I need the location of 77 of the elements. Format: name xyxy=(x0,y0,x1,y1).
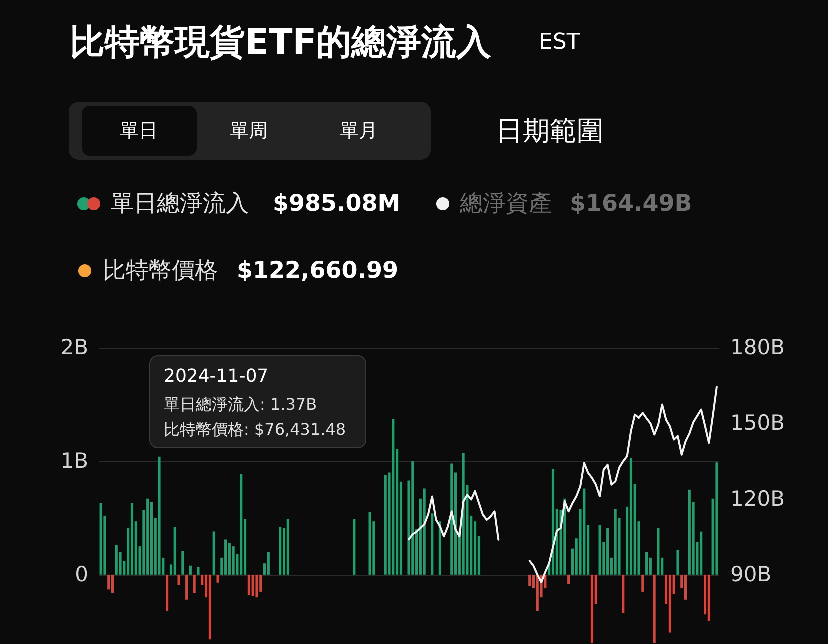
bar xyxy=(392,419,395,575)
bar xyxy=(228,543,231,575)
bar xyxy=(657,528,660,575)
text: 單周 xyxy=(230,120,268,142)
bar xyxy=(716,462,718,575)
text: EST xyxy=(539,30,581,55)
bar xyxy=(224,540,228,575)
y2-tick-label: 180B xyxy=(730,336,785,360)
chart-title: 比特幣現貨ETF的總淨流入 xyxy=(70,23,493,63)
bar xyxy=(708,574,710,622)
bar xyxy=(189,566,192,575)
bar xyxy=(252,574,254,596)
bar xyxy=(614,509,617,575)
annotation: 單日總淨流入: 1.37B xyxy=(164,395,318,414)
bar xyxy=(111,574,114,594)
text: 單月 xyxy=(340,120,378,142)
bar xyxy=(256,574,258,598)
bar xyxy=(182,551,184,575)
bar xyxy=(583,488,586,575)
bar xyxy=(193,574,196,594)
bar xyxy=(384,475,387,575)
bar xyxy=(528,574,532,586)
bar xyxy=(212,532,216,575)
bar xyxy=(248,574,250,596)
bar xyxy=(279,527,282,575)
bar xyxy=(232,546,235,575)
text: $985.08M xyxy=(273,191,401,217)
annotation: 比特幣價格: $76,431.48 xyxy=(164,420,346,439)
bar xyxy=(158,456,161,575)
bar xyxy=(630,458,632,575)
bar xyxy=(353,519,356,575)
annotation: 2024-11-07 xyxy=(164,366,269,387)
bar xyxy=(267,552,270,575)
bar xyxy=(642,574,644,592)
bar xyxy=(536,574,539,612)
bar xyxy=(197,566,200,575)
bar xyxy=(186,574,188,600)
bar xyxy=(240,474,243,575)
bar xyxy=(216,574,220,583)
bar xyxy=(700,532,703,575)
bar xyxy=(368,512,372,575)
text: $164.49B xyxy=(570,191,692,217)
bar xyxy=(688,490,691,575)
text: 日期範圍 xyxy=(496,116,604,147)
y2-tick-label: 120B xyxy=(730,486,785,511)
bar xyxy=(208,574,212,640)
bar xyxy=(166,574,169,612)
bar xyxy=(146,498,150,575)
bar xyxy=(684,574,688,600)
bar xyxy=(622,574,625,614)
legend-label: 總淨資產 xyxy=(459,191,552,217)
y2-tick-label: 90B xyxy=(730,562,772,586)
bar xyxy=(286,519,290,575)
bar xyxy=(552,469,554,575)
y-tick-label: 0 xyxy=(75,562,88,586)
y-tick-label: 1B xyxy=(60,448,88,473)
legend-label: 單日總淨流入 xyxy=(111,191,249,217)
bar xyxy=(115,545,118,575)
bar xyxy=(174,527,176,575)
bar xyxy=(108,574,110,590)
bar xyxy=(606,528,610,575)
text: 單日 xyxy=(120,120,158,142)
bar xyxy=(150,502,153,575)
legend-label: 比特幣價格 xyxy=(103,258,218,284)
bar xyxy=(590,574,594,643)
bar xyxy=(568,574,570,584)
bar xyxy=(676,550,680,575)
y-tick-label: 2B xyxy=(60,336,88,360)
y2-tick-label: 150B xyxy=(730,411,785,436)
text: $122,660.99 xyxy=(237,258,399,284)
bar xyxy=(653,574,656,643)
bar xyxy=(598,525,602,575)
bar xyxy=(178,574,180,586)
bar xyxy=(130,503,134,575)
bar xyxy=(646,552,648,575)
bar xyxy=(668,574,672,633)
bar xyxy=(100,503,102,575)
